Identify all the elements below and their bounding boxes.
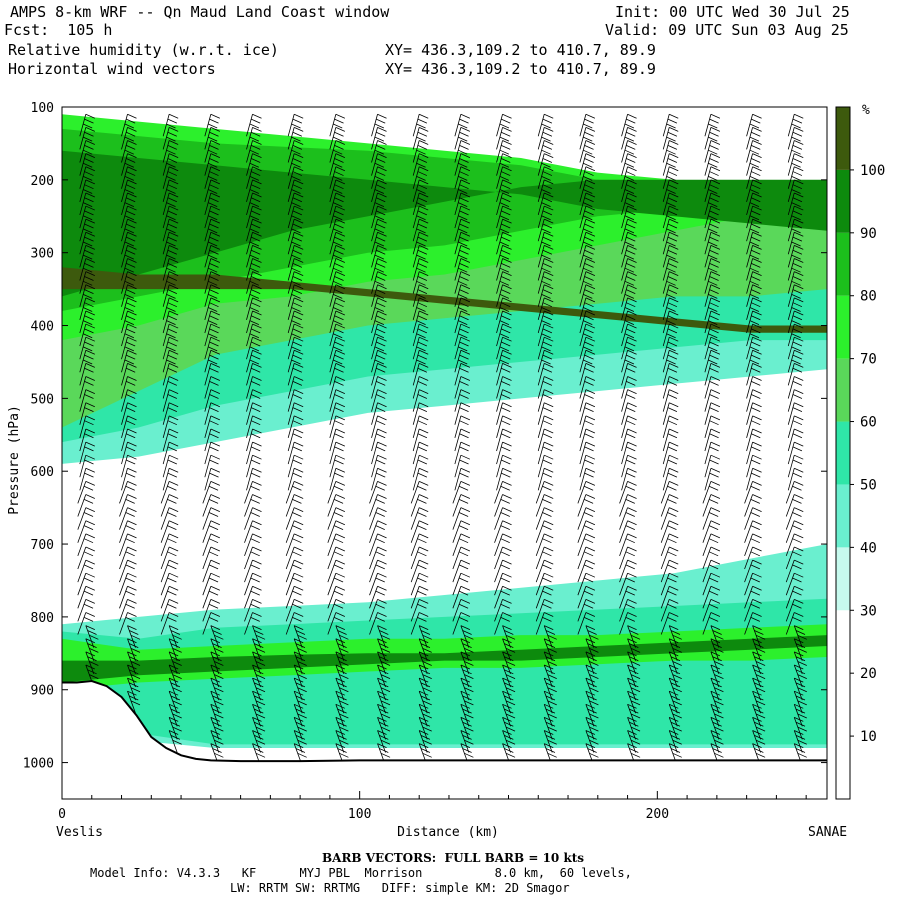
model-info-line2: LW: RRTM SW: RRTMG DIFF: simple KM: 2D S… [230,881,570,895]
colorbar: 10 20 30 40 50 60 70 80 90 100 [835,106,885,800]
y-tick-label: 700 [31,538,54,553]
model-info-line1: Model Info: V4.3.3 KF MYJ PBL Morrison 8… [90,866,632,880]
xy-rh: XY= 436.3,109.2 to 410.7, 89.9 [385,41,656,59]
rh-band-upper-90 [62,150,827,297]
colorbar-label: 20 [860,666,877,682]
plot-frame [61,106,828,800]
colorbar-label: 10 [860,729,877,745]
colorbar-segment [836,107,850,170]
forecast-hour: Fcst: 105 h [4,21,113,39]
colorbar-segment [836,547,850,611]
colorbar-segment [836,421,850,485]
plot-title: AMPS 8-km WRF -- Qn Maud Land Coast wind… [10,3,390,21]
y-tick-label: 100 [31,101,54,116]
y-tick-label: 300 [31,247,54,262]
colorbar-segment [836,169,850,233]
barb-column [160,113,182,753]
barb-column [744,113,766,766]
barb-column [327,113,349,766]
x-tick-label: 0 [58,807,66,822]
colorbar-label: 40 [860,540,877,556]
barb-legend: BARB VECTORS: FULL BARB = 10 kts [322,851,585,865]
colorbar-frame [835,106,851,800]
x-tick-label: 100 [348,807,371,822]
barb-column [410,113,432,766]
terrain-fill [62,681,827,799]
rh-band-lower-90 [62,635,827,683]
field-wind-label: Horizontal wind vectors [8,60,216,78]
barb-column [619,113,641,766]
colorbar-segment [836,610,850,674]
y-tick-label: 900 [31,684,54,699]
barb-column [702,113,724,766]
field-rh-label: Relative humidity (w.r.t. ice) [8,41,279,59]
x-start-label: Veslis [56,825,103,840]
colorbar-segment [836,736,850,799]
y-tick-label: 600 [31,465,54,480]
x-tick-label: 200 [646,807,669,822]
barb-column [244,113,266,766]
colorbar-label: 50 [860,477,877,493]
colorbar-label: 70 [860,352,877,368]
colorbar-segment [836,673,850,737]
valid-time: Valid: 09 UTC Sun 03 Aug 25 [605,21,849,39]
terrain-line [62,679,827,763]
barb-column [77,113,99,688]
colorbar-unit: % [862,103,870,118]
rh-band-upper-100 [62,267,827,333]
barb-column [119,113,141,714]
barb-column [452,113,474,766]
x-axis: 0 100 200 [58,791,807,822]
colorbar-label: 100 [860,163,885,179]
colorbar-segment [836,295,850,359]
x-axis-label: Distance (km) [397,825,499,840]
barb-column [660,113,682,766]
y-tick-label: 1000 [23,757,54,772]
y-axis-label: Pressure (hPa) [7,405,22,515]
y-tick-label: 400 [31,320,54,335]
terrain [62,679,827,799]
colorbar-label: 30 [860,603,877,619]
colorbar-segment [836,358,850,422]
y-tick-label: 500 [31,392,54,407]
x-end-label: SANAE [808,825,847,840]
colorbar-label: 90 [860,226,877,242]
colorbar-label: 60 [860,415,877,431]
barb-column [577,113,599,766]
colorbar-segment [836,484,850,548]
y-axis: 100 200 300 400 500 600 700 800 900 1000 [23,101,827,772]
colorbar-label: 80 [860,289,877,305]
barb-column [494,113,516,766]
xy-wind: XY= 436.3,109.2 to 410.7, 89.9 [385,60,656,78]
barb-column [369,113,391,766]
colorbar-segment [836,232,850,296]
y-tick-label: 800 [31,611,54,626]
barb-column [535,113,557,766]
wind-barbs [77,113,807,766]
y-tick-label: 200 [31,174,54,189]
barb-column [785,113,807,766]
init-time: Init: 00 UTC Wed 30 Jul 25 [615,3,850,21]
barb-column [285,113,307,766]
